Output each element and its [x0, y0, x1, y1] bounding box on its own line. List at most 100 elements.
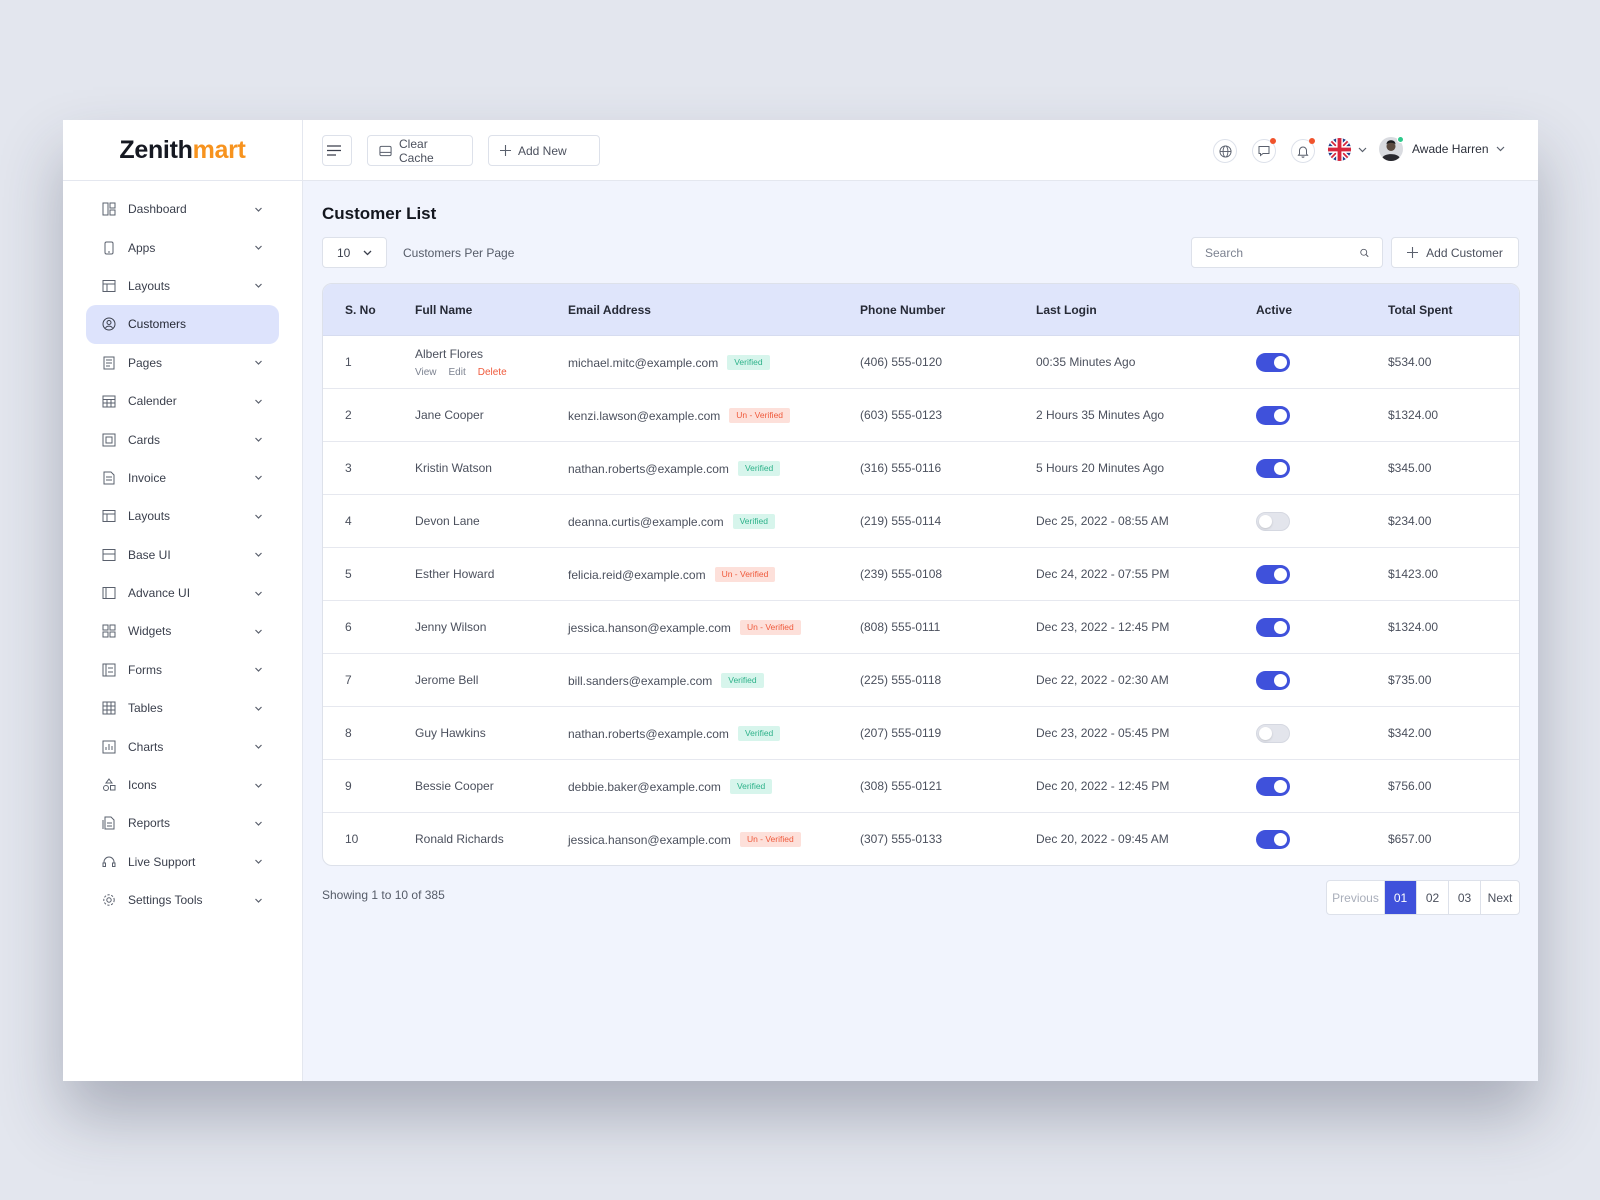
table-row[interactable]: 3 Kristin Watson nathan.roberts@example.co…: [323, 442, 1519, 495]
sidebar-item-layouts[interactable]: Layouts: [86, 497, 279, 535]
active-toggle[interactable]: [1256, 565, 1290, 584]
sidebar-item-label: Calender: [128, 394, 177, 409]
cell-full-name: Jane Cooper: [415, 408, 484, 422]
clear-cache-button[interactable]: Clear Cache: [367, 135, 473, 166]
table-row[interactable]: 8 Guy Hawkins nathan.roberts@example.com Ve…: [323, 707, 1519, 760]
user-avatar-icon: [1379, 137, 1403, 162]
cell-full-name: Jenny Wilson: [415, 620, 487, 634]
active-toggle[interactable]: [1256, 512, 1290, 531]
view-link[interactable]: View: [415, 367, 437, 378]
sidebar-item-tables[interactable]: Tables: [86, 689, 279, 727]
sidebar-item-base-ui[interactable]: Base UI: [86, 536, 279, 574]
pagination-page-02[interactable]: 02: [1417, 881, 1449, 914]
dashboard-icon: [102, 202, 116, 216]
cell-full-name: Esther Howard: [415, 567, 495, 581]
cell-last-login: 2 Hours 35 Minutes Ago: [1036, 408, 1165, 422]
table-row[interactable]: 1 Albert Flores michael.mitc@example.com Ve…: [323, 336, 1519, 389]
sidebar-item-pages[interactable]: Pages: [86, 344, 279, 382]
search-icon[interactable]: [1360, 247, 1369, 259]
table-row[interactable]: 7 Jerome Bell bill.sanders@example.com Veri…: [323, 654, 1519, 707]
active-toggle[interactable]: [1256, 406, 1290, 425]
cell-email: bill.sanders@example.com Verified: [568, 671, 764, 690]
pagination-page-03[interactable]: 03: [1449, 881, 1481, 914]
sidebar-item-layouts[interactable]: Layouts: [86, 267, 279, 305]
table-row[interactable]: 9 Bessie Cooper debbie.baker@example.com Ve…: [323, 760, 1519, 813]
sidebar-item-reports[interactable]: Reports: [86, 804, 279, 842]
advance-ui-icon: [102, 587, 116, 600]
delete-link[interactable]: Delete: [477, 367, 507, 378]
toggle-knob: [1274, 621, 1287, 634]
header-phone: Phone Number: [860, 302, 946, 317]
cards-icon: [102, 433, 116, 447]
cell-email: kenzi.lawson@example.com Un - Verified: [568, 406, 791, 425]
active-toggle[interactable]: [1256, 830, 1290, 849]
cell-phone: (316) 555-0116: [860, 461, 942, 475]
active-toggle[interactable]: [1256, 777, 1290, 796]
forms-icon: [102, 663, 116, 677]
sidebar-item-forms[interactable]: Forms: [86, 651, 279, 689]
chevron-down-icon: [255, 706, 262, 711]
cell-full-name: Ronald Richards: [415, 832, 504, 846]
messages-indicator-dot: [1270, 138, 1276, 144]
messages-button[interactable]: [1252, 138, 1276, 163]
cell-phone: (603) 555-0123: [860, 408, 943, 422]
user-menu[interactable]: Awade Harren: [1379, 136, 1505, 162]
add-customer-button[interactable]: Add Customer: [1391, 237, 1519, 268]
cell-last-login: 5 Hours 20 Minutes Ago: [1036, 461, 1165, 475]
table-row[interactable]: 2 Jane Cooper kenzi.lawson@example.com Un -…: [323, 389, 1519, 442]
per-page-select[interactable]: 10: [322, 237, 387, 268]
sidebar-item-cards[interactable]: Cards: [86, 420, 279, 458]
active-toggle[interactable]: [1256, 618, 1290, 637]
cell-sno: 10: [345, 832, 359, 846]
active-toggle[interactable]: [1256, 671, 1290, 690]
sidebar-item-calender[interactable]: Calender: [86, 382, 279, 420]
sidebar-item-advance-ui[interactable]: Advance UI: [86, 574, 279, 612]
cell-full-name: Bessie Cooper: [415, 779, 494, 793]
sidebar-item-icons[interactable]: Icons: [86, 766, 279, 804]
sidebar-item-live-support[interactable]: Live Support: [86, 843, 279, 881]
sidebar-item-label: Forms: [128, 662, 162, 677]
pagination-page-01[interactable]: 01: [1385, 881, 1417, 914]
sidebar-item-customers[interactable]: Customers: [86, 305, 279, 344]
cell-phone: (406) 555-0120: [860, 355, 943, 369]
sidebar-item-dashboard[interactable]: Dashboard: [86, 190, 279, 228]
brand-logo[interactable]: Zenith mart: [63, 120, 302, 181]
cell-full-name: Albert Flores: [415, 347, 484, 361]
language-selector[interactable]: [1327, 137, 1367, 162]
active-toggle[interactable]: [1256, 459, 1290, 478]
sidebar-item-charts[interactable]: Charts: [86, 727, 279, 765]
cell-phone: (239) 555-0108: [860, 567, 943, 581]
table-row[interactable]: 6 Jenny Wilson jessica.hanson@example.com U…: [323, 601, 1519, 654]
chevron-down-icon: [255, 207, 262, 212]
sidebar-item-settings-tools[interactable]: Settings Tools: [86, 881, 279, 919]
avatar: [1379, 136, 1404, 162]
cell-sno: 8: [345, 726, 352, 740]
header-total-spent: Total Spent: [1388, 302, 1453, 317]
active-toggle[interactable]: [1256, 724, 1290, 743]
chat-icon: [1258, 146, 1270, 157]
pagination-next-button[interactable]: Next: [1487, 890, 1513, 905]
cell-phone: (225) 555-0118: [860, 673, 942, 687]
cell-phone: (307) 555-0133: [860, 832, 943, 846]
table-row[interactable]: 5 Esther Howard felicia.reid@example.com Un…: [323, 548, 1519, 601]
notifications-button[interactable]: [1291, 138, 1315, 163]
sidebar-item-label: Dashboard: [128, 202, 187, 217]
sidebar-item-invoice[interactable]: Invoice: [86, 459, 279, 497]
toggle-knob: [1274, 409, 1287, 422]
add-new-button[interactable]: Add New: [488, 135, 600, 166]
active-toggle[interactable]: [1256, 353, 1290, 372]
pagination-previous-button[interactable]: Previous: [1327, 881, 1385, 914]
sidebar-item-widgets[interactable]: Widgets: [86, 612, 279, 650]
chevron-down-icon: [255, 859, 262, 865]
app-window: Zenith mart Dashboard Apps Layouts Customers…: [63, 120, 1538, 1081]
cell-email: jessica.hanson@example.com Un - Verified: [568, 618, 801, 637]
email-text: kenzi.lawson@example.com: [568, 408, 721, 423]
menu-toggle-button[interactable]: [322, 135, 352, 166]
table-row[interactable]: 4 Devon Lane deanna.curtis@example.com Veri…: [323, 495, 1519, 548]
table-row[interactable]: 10 Ronald Richards jessica.hanson@example.…: [323, 813, 1519, 865]
sidebar-item-apps[interactable]: Apps: [86, 228, 279, 266]
edit-link[interactable]: Edit: [448, 367, 466, 378]
email-text: michael.mitc@example.com: [568, 355, 719, 370]
search-input[interactable]: [1205, 245, 1360, 260]
globe-button[interactable]: [1213, 139, 1237, 163]
